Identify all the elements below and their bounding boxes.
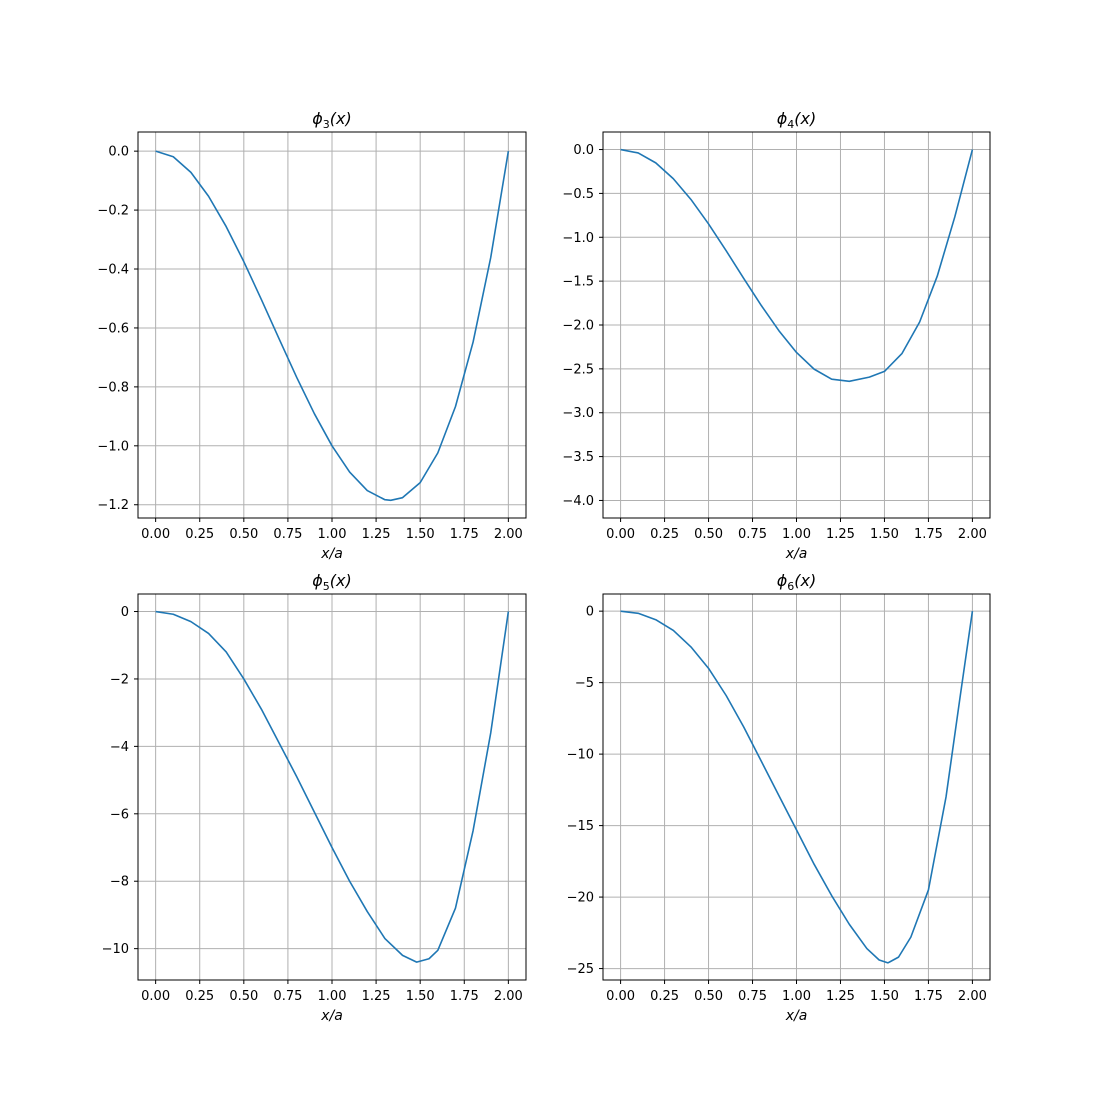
x-tick-label: 0.00	[606, 989, 635, 1004]
y-tick-label: −3.0	[562, 406, 594, 421]
title-subscript: 4	[787, 118, 794, 131]
x-tick-label: 0.25	[185, 989, 214, 1004]
title-argument: (x)	[794, 571, 816, 590]
x-tick-label: 0.25	[185, 527, 214, 542]
series-line	[620, 148, 974, 383]
y-tick-label: 0	[586, 605, 594, 620]
x-tick-label: 0.50	[694, 989, 723, 1004]
y-tick-label: 0	[121, 605, 129, 620]
x-tick-label: 0.50	[229, 527, 258, 542]
y-tick-label: −2.0	[562, 319, 594, 334]
x-tick-label: 0.25	[650, 527, 679, 542]
title-symbol: ϕ	[312, 109, 323, 128]
y-tick-label: −10	[102, 942, 129, 957]
x-tick-label: 2.00	[494, 989, 523, 1004]
y-tick-label: −8	[110, 875, 129, 890]
y-tick-label: 0.0	[573, 143, 594, 158]
y-tick-label: −0.4	[97, 263, 129, 278]
x-axis-label: x/a	[320, 546, 343, 562]
subplot-title: ϕ3(x)	[312, 109, 352, 131]
y-tick-label: −5	[575, 676, 594, 691]
x-tick-label: 0.75	[738, 527, 767, 542]
x-axis-label: x/a	[320, 1008, 343, 1024]
x-tick-label: 1.50	[870, 989, 899, 1004]
x-tick-label: 0.00	[141, 989, 170, 1004]
x-tick-label: 0.25	[650, 989, 679, 1004]
series-line	[620, 610, 974, 964]
subplot-phi5: 0.00 0.25 0.50 0.75 1.00 1.25 1.50 1.75 2.00 0 −2 −…	[102, 571, 527, 1024]
x-tick-label: 1.25	[362, 527, 391, 542]
y-tick-label: −15	[567, 819, 594, 834]
y-tick-label: −1.0	[97, 439, 129, 454]
x-tick-label: 1.25	[826, 989, 855, 1004]
x-axis-label: x/a	[785, 546, 808, 562]
y-tick-label: −0.2	[97, 204, 129, 219]
x-tick-label: 2.00	[958, 989, 987, 1004]
x-tick-label: 1.75	[450, 989, 479, 1004]
subplot-phi6: 0.00 0.25 0.50 0.75 1.00 1.25 1.50 1.75 2.00 0 −5 −…	[567, 571, 991, 1024]
x-tick-label: 1.50	[406, 989, 435, 1004]
series-line	[155, 150, 510, 502]
x-tick-label: 1.75	[914, 527, 943, 542]
title-subscript: 5	[323, 580, 330, 593]
y-tick-label: −2	[110, 672, 129, 687]
subplot-title: ϕ4(x)	[777, 109, 817, 131]
x-tick-label: 0.50	[229, 989, 258, 1004]
title-symbol: ϕ	[312, 571, 323, 590]
subplot-phi3: 0.00 0.25 0.50 0.75 1.00 1.25 1.50 1.75 2.00 0.0 −…	[97, 109, 527, 562]
title-subscript: 3	[323, 118, 330, 131]
y-tick-label: −6	[110, 807, 129, 822]
y-tick-label: −4	[110, 740, 129, 755]
x-tick-label: 1.50	[870, 527, 899, 542]
x-tick-label: 2.00	[958, 527, 987, 542]
y-tick-label: −25	[567, 962, 594, 977]
y-tick-label: −0.8	[97, 380, 129, 395]
title-argument: (x)	[330, 109, 352, 128]
x-tick-label: 1.75	[450, 527, 479, 542]
title-symbol: ϕ	[777, 109, 788, 128]
x-tick-label: 1.00	[318, 989, 347, 1004]
title-subscript: 6	[787, 580, 794, 593]
subplot-title: ϕ6(x)	[777, 571, 817, 593]
x-tick-label: 0.50	[694, 527, 723, 542]
subplot-title: ϕ5(x)	[312, 571, 352, 593]
series-line	[155, 610, 510, 963]
x-tick-label: 0.00	[606, 527, 635, 542]
x-axis-label: x/a	[785, 1008, 808, 1024]
y-tick-label: −1.0	[562, 231, 594, 246]
x-tick-label: 1.00	[782, 527, 811, 542]
x-tick-label: 0.75	[738, 989, 767, 1004]
x-tick-label: 1.75	[914, 989, 943, 1004]
y-tick-label: −1.2	[97, 498, 129, 513]
y-tick-label: −4.0	[562, 494, 594, 509]
x-tick-label: 1.50	[406, 527, 435, 542]
y-tick-label: −10	[567, 748, 594, 763]
x-tick-label: 0.75	[273, 527, 302, 542]
y-tick-label: 0.0	[108, 145, 129, 160]
x-tick-label: 1.25	[362, 989, 391, 1004]
x-tick-label: 1.00	[318, 527, 347, 542]
x-tick-label: 0.75	[273, 989, 302, 1004]
y-tick-label: −1.5	[562, 275, 594, 290]
x-tick-label: 2.00	[494, 527, 523, 542]
y-tick-label: −0.5	[562, 187, 594, 202]
title-argument: (x)	[330, 571, 352, 590]
x-tick-label: 0.00	[141, 527, 170, 542]
y-tick-label: −20	[567, 891, 594, 906]
x-tick-label: 1.00	[782, 989, 811, 1004]
y-tick-label: −2.5	[562, 362, 594, 377]
x-tick-label: 1.25	[826, 527, 855, 542]
y-tick-label: −3.5	[562, 450, 594, 465]
subplot-phi4: 0.00 0.25 0.50 0.75 1.00 1.25 1.50 1.75 2.00 0.0 −…	[562, 109, 991, 562]
y-tick-label: −0.6	[97, 321, 129, 336]
title-argument: (x)	[794, 109, 816, 128]
title-symbol: ϕ	[777, 571, 788, 590]
